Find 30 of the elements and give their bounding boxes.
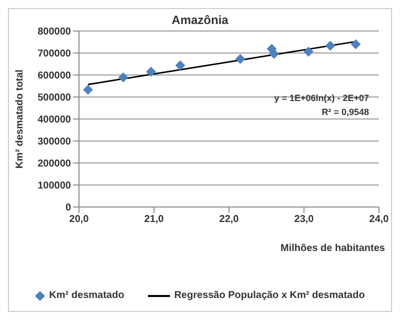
point [235,54,246,64]
point [118,72,128,82]
annotation: y = 1E+06ln(x) - 2E+07 [274,92,369,105]
point [269,48,279,59]
y-tick-label: 700000 [38,48,72,60]
y-tick-label: 800000 [38,26,72,38]
point [83,84,93,95]
point [304,46,314,57]
y-tick-label: 600000 [38,70,72,82]
x-tick-label: 23,0 [294,214,314,226]
chart-title: Amazônia [170,13,230,27]
y-axis-title: Km² desmatado total [14,69,26,168]
y-tick-label: 200000 [38,158,72,170]
point [146,66,156,77]
point [175,60,186,70]
legend-label: Regressão População x Km² desmatado [174,290,365,301]
point [350,39,361,50]
y-tick-label: 300000 [38,136,72,148]
x-tick-label: 24,0 [369,214,390,226]
x-tick-label: 22,0 [219,214,240,226]
y-tick-label: 400000 [38,114,72,126]
annotation: R² = 0,9548 [320,106,369,119]
x-axis-title: Milhões de habitantes [280,243,386,254]
legend-label: Km² desmatado [49,290,124,301]
point [325,40,336,51]
x-tick-label: 21,0 [144,214,164,226]
y-tick-label: 500000 [38,92,72,104]
y-tick-label: 100000 [38,180,72,192]
y-tick-label: 0 [65,202,72,214]
x-tick-label: 20,0 [69,214,90,226]
